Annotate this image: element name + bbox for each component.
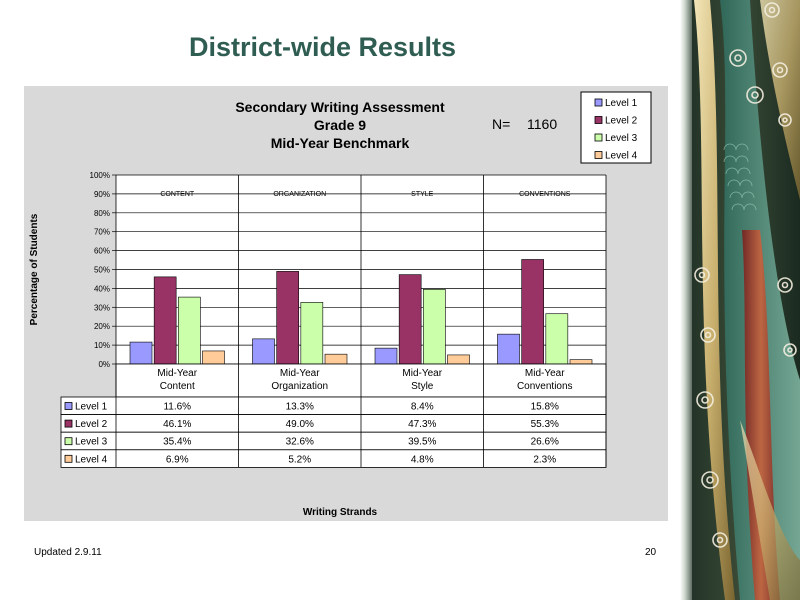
n-value: 1160 bbox=[527, 116, 557, 132]
decorative-border bbox=[680, 0, 800, 600]
table-row bbox=[60, 414, 607, 433]
bar bbox=[300, 302, 324, 365]
chart-title-line: Secondary Writing Assessment bbox=[235, 99, 445, 115]
table-cell: 4.8% bbox=[411, 454, 434, 465]
y-tick-label: 70% bbox=[94, 228, 110, 237]
category-label: Mid-Year bbox=[402, 368, 442, 379]
chart-axis-labels: Percentage of Students Writing Strands bbox=[29, 213, 378, 518]
bar bbox=[178, 296, 201, 365]
category-label: Mid-Year bbox=[525, 368, 565, 379]
category-label: Content bbox=[160, 381, 195, 392]
category-label: Mid-Year bbox=[280, 368, 320, 379]
floral-border-art bbox=[680, 0, 800, 600]
table-cell: 15.8% bbox=[531, 402, 559, 413]
y-tick-label: 90% bbox=[94, 190, 110, 199]
bar bbox=[129, 341, 153, 365]
bar bbox=[497, 333, 520, 365]
table-row bbox=[60, 431, 607, 451]
bar bbox=[423, 289, 446, 365]
chart-n: N= 1160 bbox=[492, 116, 557, 132]
category-label: Organization bbox=[271, 381, 328, 392]
table-cell: 6.9% bbox=[166, 454, 189, 465]
category-label: Conventions bbox=[517, 381, 573, 392]
legend-entry: Level 1 bbox=[605, 98, 638, 109]
bar bbox=[252, 338, 275, 365]
table-cell: 49.0% bbox=[286, 419, 314, 430]
legend-swatch bbox=[594, 151, 603, 159]
page-number: 20 bbox=[645, 547, 657, 558]
chart-title-line: Grade 9 bbox=[314, 117, 366, 133]
bar bbox=[398, 274, 422, 365]
group-header: STYLE bbox=[411, 191, 434, 198]
legend-entry: Level 4 bbox=[605, 151, 638, 162]
y-tick-label: 100% bbox=[90, 171, 110, 180]
y-tick-label: 40% bbox=[94, 284, 110, 293]
group-header: CONTENT bbox=[160, 191, 195, 198]
table-series-name: Level 1 bbox=[75, 402, 108, 413]
y-tick-label: 50% bbox=[94, 266, 110, 275]
chart-title-line: Mid-Year Benchmark bbox=[271, 135, 410, 151]
legend-swatch bbox=[594, 116, 603, 124]
table-cell: 39.5% bbox=[408, 437, 436, 448]
group-header: CONVENTIONS bbox=[519, 191, 571, 198]
chart-panel: Secondary Writing Assessment Grade 9 Mid-Y… bbox=[24, 86, 668, 521]
bar bbox=[545, 313, 569, 365]
table-legend-key bbox=[64, 437, 73, 446]
table-row bbox=[60, 396, 607, 416]
table-cell: 47.3% bbox=[408, 419, 436, 430]
chart-title: Secondary Writing Assessment Grade 9 Mid-Y… bbox=[235, 99, 445, 151]
table-cell: 26.6% bbox=[531, 437, 559, 448]
table-legend-key bbox=[64, 419, 73, 428]
table-cell: 46.1% bbox=[163, 419, 191, 430]
chart-legend: Level 1 Level 2 Level 3 Level 4 bbox=[580, 91, 652, 164]
chart-data-table: Mid-Year Content Mid-Year Organization Mid-Y… bbox=[60, 363, 607, 468]
legend-swatch bbox=[594, 133, 603, 142]
legend-entry: Level 2 bbox=[605, 116, 638, 127]
table-series-name: Level 3 bbox=[75, 437, 108, 448]
border-shadow bbox=[680, 0, 692, 600]
group-header: ORGANIZATION bbox=[273, 191, 326, 198]
y-axis-title: Percentage of Students bbox=[29, 213, 40, 325]
table-series-name: Level 4 bbox=[75, 454, 108, 465]
category-label: Mid-Year bbox=[157, 368, 197, 379]
bar bbox=[276, 271, 299, 365]
y-tick-label: 30% bbox=[94, 303, 110, 312]
x-axis-title: Writing Strands bbox=[303, 507, 378, 518]
table-legend-key bbox=[64, 454, 73, 463]
legend-entry: Level 3 bbox=[605, 133, 638, 144]
table-cell: 32.6% bbox=[286, 437, 314, 448]
bar bbox=[447, 354, 470, 365]
bar bbox=[569, 359, 593, 365]
footer-updated: Updated 2.9.11 bbox=[34, 547, 102, 558]
chart-svg: Secondary Writing Assessment Grade 9 Mid-Y… bbox=[29, 91, 652, 518]
table-cell: 35.4% bbox=[163, 437, 191, 448]
y-tick-label: 80% bbox=[94, 209, 110, 218]
table-cell: 5.2% bbox=[288, 454, 311, 465]
table-legend-key bbox=[64, 402, 73, 410]
chart-plot: 0% 10% 20% 30% 40% 50% 60% 70% 80% 90% 100% CONTENT… bbox=[90, 171, 607, 369]
table-cell: 55.3% bbox=[531, 419, 559, 430]
table-row bbox=[60, 449, 607, 468]
y-tick-label: 60% bbox=[94, 247, 110, 256]
table-cell: 11.6% bbox=[163, 402, 191, 413]
y-tick-label: 10% bbox=[94, 341, 110, 350]
bar bbox=[153, 276, 177, 365]
y-tick-label: 20% bbox=[94, 322, 110, 331]
table-cell: 8.4% bbox=[411, 402, 434, 413]
slide-title: District-wide Results bbox=[188, 32, 457, 62]
bar bbox=[521, 259, 544, 365]
table-cell: 2.3% bbox=[533, 454, 556, 465]
bar bbox=[202, 350, 225, 365]
legend-swatch bbox=[594, 98, 603, 107]
legend-box bbox=[580, 91, 652, 164]
n-label: N= bbox=[492, 116, 510, 132]
y-tick-label: 0% bbox=[98, 360, 110, 369]
table-series-name: Level 2 bbox=[75, 419, 108, 430]
bar bbox=[324, 353, 348, 365]
bar bbox=[374, 347, 398, 365]
category-label: Style bbox=[411, 381, 434, 392]
table-cell: 13.3% bbox=[286, 402, 314, 413]
